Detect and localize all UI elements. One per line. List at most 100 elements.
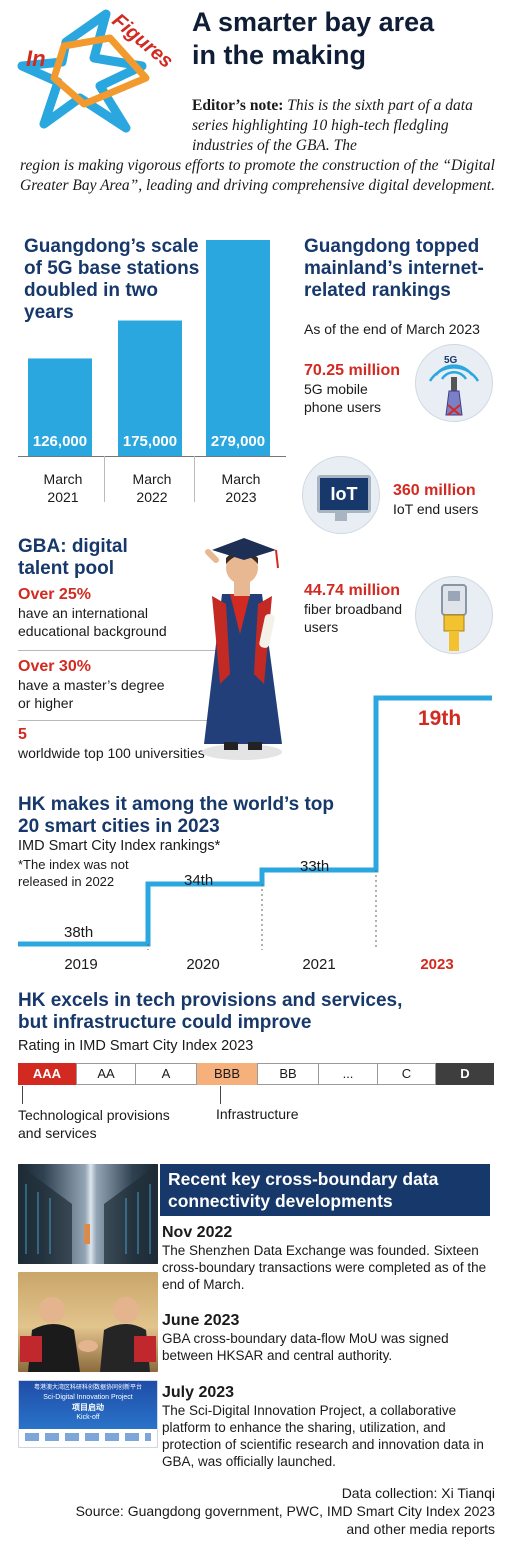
- logo-word-in: In: [26, 46, 46, 71]
- editors-note: Editor’s note: This is the sixth part of…: [192, 96, 502, 156]
- infra-pointer: [220, 1086, 221, 1104]
- grade-ellipsis: ...: [319, 1063, 378, 1085]
- x-tick-label-2: March 2022: [115, 470, 189, 506]
- x-tick-label-1: March 2021: [26, 470, 100, 506]
- tower-5g-icon: 5G: [415, 344, 493, 422]
- talent-stat-1-text-1: have an international: [18, 605, 148, 621]
- grade-aa: AA: [77, 1063, 136, 1085]
- smartcity-footnote-line-2: released in 2022: [18, 874, 115, 889]
- dev-item-3-text: The Sci-Digital Innovation Project, a co…: [162, 1403, 484, 1469]
- title-line-1: A smarter bay area: [192, 7, 435, 37]
- x-tick-label-3: March 2023: [204, 470, 278, 506]
- stat-5g-users-text-2: phone users: [304, 399, 382, 415]
- developments-title-line-1: Recent key cross-boundary data: [168, 1169, 439, 1189]
- dev-item-2-text: GBA cross-boundary data-flow MoU was sig…: [162, 1331, 449, 1363]
- smartcity-subtitle: IMD Smart City Index rankings*: [18, 838, 221, 854]
- graduate-illustration: [190, 524, 300, 764]
- rating-title-line-1: HK excels in tech provisions and service…: [18, 990, 403, 1011]
- developments-banner: Recent key cross-boundary data connectiv…: [160, 1164, 490, 1216]
- chart-title-text: Guangdong’s scale of 5G base stations do…: [24, 236, 200, 323]
- talent-stat-1-text-2: educational background: [18, 623, 167, 639]
- page-title: A smarter bay area in the making: [192, 6, 502, 72]
- rank-2023: 19th: [418, 707, 462, 730]
- talent-divider-1: [18, 650, 218, 651]
- label-infrastructure: Infrastructure: [216, 1106, 299, 1122]
- internet-subtitle: As of the end of March 2023: [304, 321, 480, 337]
- iot-stand: [335, 513, 347, 521]
- stat-fiber-users-text-2: users: [304, 619, 339, 635]
- footer-source-line-1: Source: Guangdong government, PWC, IMD S…: [75, 1503, 495, 1519]
- bar-2: [118, 320, 182, 456]
- bar-value-label-2: 175,000: [123, 433, 177, 450]
- dev-item-1-date: Nov 2022: [162, 1224, 233, 1241]
- talent-stat-3-text: worldwide top 100 universities: [18, 745, 205, 761]
- dev-item-2: June 2023 GBA cross-boundary data-flow M…: [162, 1312, 492, 1364]
- stat-5g-users-text-1: 5G mobile: [304, 381, 368, 397]
- dev-item-1: Nov 2022 The Shenzhen Data Exchange was …: [162, 1224, 492, 1293]
- rating-title-line-2: but infrastructure could improve: [18, 1012, 312, 1033]
- stat-iot-users-number: 360 million: [393, 482, 476, 499]
- rank-2020: 34th: [184, 872, 214, 889]
- talent-title-line-1: GBA: digital: [18, 536, 128, 557]
- smartcity-title-line-2: 20 smart cities in 2023: [18, 816, 220, 837]
- grade-bb: BB: [258, 1063, 319, 1085]
- year-2021: 2021: [302, 956, 336, 973]
- dev-item-1-text: The Shenzhen Data Exchange was founded. …: [162, 1243, 487, 1292]
- chart-title-5g: Guangdong’s scale of 5G base stations do…: [24, 236, 204, 324]
- internet-title-line-1: Guangdong topped: [304, 236, 480, 257]
- bar-value-label-1: 126,000: [33, 433, 87, 450]
- label-tech-line-1: Technological provisions: [18, 1107, 170, 1123]
- stat-iot-users: 360 million IoT end users: [393, 482, 503, 518]
- grade-aaa: AAA: [18, 1063, 77, 1085]
- ranking-step-path: [18, 695, 492, 947]
- talent-stat-3-number: 5: [18, 726, 27, 743]
- grade-d: D: [436, 1063, 494, 1085]
- smartcity-footnote-line-1: *The index was not: [18, 857, 129, 872]
- grade-a: A: [136, 1063, 197, 1085]
- footer-source-line-2: and other media reports: [346, 1521, 495, 1537]
- footer-data-collection: Data collection: Xi Tianqi: [341, 1485, 495, 1501]
- kickoff-banner: 粤港澳大湾区科研科创数据协同创新平台 Sci-Digital Innovatio…: [19, 1381, 157, 1429]
- editors-note-continued: region is making vigorous efforts to pro…: [20, 157, 495, 194]
- talent-stat-1-number: Over 25%: [18, 586, 91, 603]
- x-tick-2-line-2: 2022: [136, 489, 168, 505]
- x-tick-2-line-1: March: [132, 471, 172, 487]
- talent-title-line-2: talent pool: [18, 558, 115, 579]
- rank-2019: 38th: [64, 924, 94, 941]
- internet-title-line-3: related rankings: [304, 280, 451, 301]
- project-kickoff-photo: 粤港澳大湾区科研科创数据协同创新平台 Sci-Digital Innovatio…: [18, 1380, 158, 1448]
- label-tech-provisions: Technological provisions and services: [18, 1106, 170, 1142]
- year-2019: 2019: [64, 956, 98, 973]
- smartcity-title-line-1: HK makes it among the world’s top: [18, 794, 335, 815]
- talent-stat-2: Over 30% have a master’s degree or highe…: [18, 658, 165, 712]
- stat-fiber-users-number: 44.74 million: [304, 582, 401, 599]
- iot-screen: IoT: [317, 475, 371, 513]
- talent-stat-3: 5 worldwide top 100 universities: [18, 726, 205, 762]
- stat-5g-users-number: 70.25 million: [304, 362, 401, 379]
- editors-note-text-a: This is the sixth part of a data series …: [192, 97, 473, 154]
- grade-bbb: BBB: [197, 1063, 258, 1085]
- stat-fiber-users-text-1: fiber broadband: [304, 601, 403, 617]
- kickoff-logos-strip: [25, 1433, 151, 1441]
- dev-item-2-date: June 2023: [162, 1312, 240, 1329]
- talent-stat-2-text-2: or higher: [18, 695, 74, 711]
- talent-divider-2: [18, 720, 218, 721]
- kickoff-banner-line-1: 粤港澳大湾区科研科创数据协同创新平台: [33, 1384, 142, 1391]
- talent-title: GBA: digital talent pool: [18, 536, 128, 580]
- in-figures-logo: In Figures: [14, 6, 184, 136]
- x-tick-3-line-2: 2023: [225, 489, 257, 505]
- stat-iot-users-text: IoT end users: [393, 501, 479, 517]
- x-tick-1-line-2: 2021: [47, 489, 79, 505]
- tech-pointer: [22, 1086, 23, 1104]
- dev-item-3-date: July 2023: [162, 1384, 235, 1401]
- ranking-step-line: [18, 695, 492, 950]
- dev-item-3: July 2023 The Sci-Digital Innovation Pro…: [162, 1384, 492, 1470]
- bar-1: [28, 358, 92, 456]
- iot-screen-label: IoT: [330, 484, 358, 504]
- x-axis-divider-1: [104, 456, 105, 502]
- mou-signing-photo: [18, 1272, 158, 1372]
- internet-title-line-2: mainland’s internet-: [304, 258, 484, 279]
- rating-title: HK excels in tech provisions and service…: [18, 990, 402, 1034]
- year-2020: 2020: [186, 956, 220, 973]
- rank-2021: 33th: [300, 858, 330, 875]
